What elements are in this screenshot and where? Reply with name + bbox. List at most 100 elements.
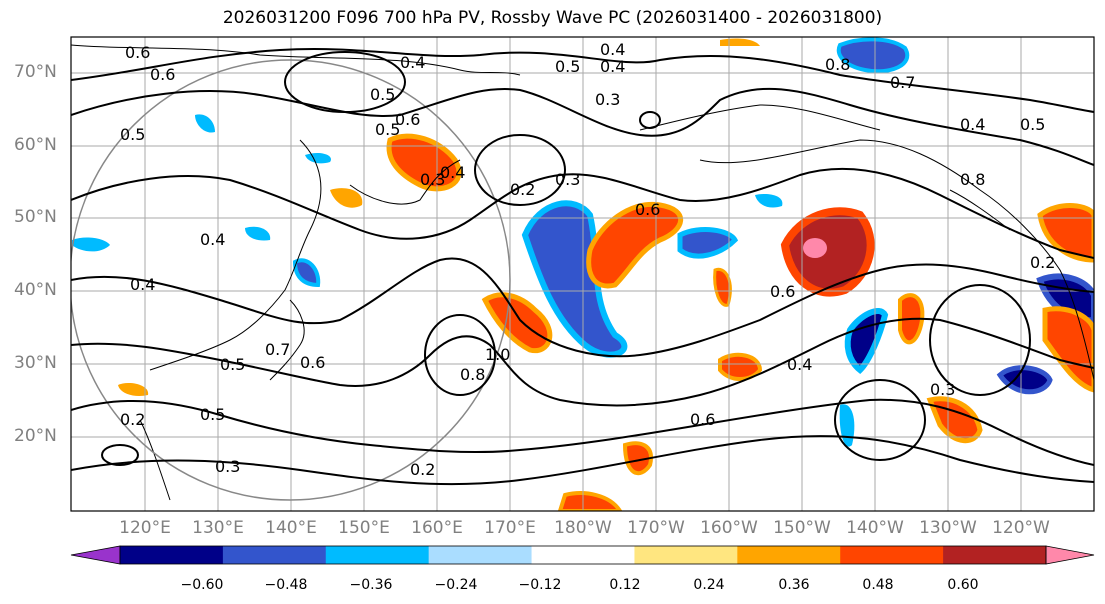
contour-label: 0.8 bbox=[460, 365, 485, 384]
colorbar-tick: −0.60 bbox=[180, 577, 224, 593]
colorbar-swatch bbox=[634, 546, 738, 564]
contour-label: 0.5 bbox=[200, 405, 225, 424]
shade-negative bbox=[245, 226, 271, 241]
contour-label: 0.5 bbox=[1020, 115, 1045, 134]
contour-label: 0.3 bbox=[420, 170, 445, 189]
shade-negative bbox=[836, 37, 910, 74]
lat-label: 20°N bbox=[14, 426, 57, 446]
colorbar-swatch bbox=[325, 546, 430, 564]
lon-label: 160°E bbox=[411, 518, 463, 538]
lat-label: 60°N bbox=[14, 135, 57, 155]
lat-label: 70°N bbox=[14, 62, 57, 82]
lon-label: 120°E bbox=[119, 518, 171, 538]
gridlines bbox=[71, 37, 1094, 511]
contour-label: 0.5 bbox=[375, 120, 400, 139]
contour-label: 0.4 bbox=[600, 57, 625, 76]
map-title: 2026031200 F096 700 hPa PV, Rossby Wave … bbox=[222, 8, 883, 28]
colorbar-tick: −0.24 bbox=[434, 577, 478, 593]
contour-label: 0.3 bbox=[555, 170, 580, 189]
contour-label: 1.0 bbox=[485, 345, 510, 364]
contour-label: 0.2 bbox=[410, 460, 435, 479]
shade-positive bbox=[481, 292, 553, 354]
colorbar-tick: 0.36 bbox=[778, 577, 810, 593]
colorbar bbox=[70, 545, 1095, 565]
shade-positive bbox=[780, 207, 875, 297]
shade-positive bbox=[1037, 203, 1094, 263]
lon-label: 140°E bbox=[265, 518, 317, 538]
shade-positive bbox=[557, 491, 623, 511]
contour-label: 0.3 bbox=[215, 457, 240, 476]
shading-layer bbox=[72, 37, 1094, 511]
contour-label: 0.6 bbox=[300, 353, 325, 372]
shade-negative bbox=[72, 237, 110, 252]
shade-negative bbox=[844, 308, 889, 375]
shade-negative bbox=[996, 365, 1053, 395]
shade-positive bbox=[118, 383, 149, 396]
shade-negative bbox=[521, 200, 628, 358]
contour-label: 0.8 bbox=[960, 170, 985, 189]
contour-label: 0.8 bbox=[825, 55, 850, 74]
lat-label: 30°N bbox=[14, 353, 57, 373]
colorbar-swatch bbox=[120, 546, 224, 564]
shade-positive bbox=[926, 396, 983, 444]
contour-label: 0.3 bbox=[595, 90, 620, 109]
colorbar-tick: −0.48 bbox=[264, 577, 308, 593]
contour-label: 0.6 bbox=[150, 65, 175, 84]
contour-label: 0.3 bbox=[930, 380, 955, 399]
contour-label: 0.6 bbox=[690, 410, 715, 429]
shade-positive bbox=[622, 441, 653, 476]
lon-label: 160°W bbox=[700, 518, 758, 538]
contour-label: 0.5 bbox=[220, 355, 245, 374]
shade-negative bbox=[305, 152, 331, 164]
colorbar-extend-low bbox=[70, 545, 121, 565]
coastlines bbox=[71, 44, 1094, 501]
colorbar-frame bbox=[119, 545, 1047, 565]
lon-label: 120°W bbox=[992, 518, 1050, 538]
contour-label: 0.6 bbox=[395, 110, 420, 129]
colorbar-tick: −0.36 bbox=[349, 577, 393, 593]
lon-label: 150°W bbox=[773, 518, 831, 538]
colorbar-tick: 0.48 bbox=[862, 577, 894, 593]
colorbar-tick: 0.24 bbox=[693, 577, 725, 593]
contour-label: 0.4 bbox=[960, 115, 985, 134]
map-frame bbox=[70, 36, 1095, 512]
colorbar-tick: 0.60 bbox=[947, 577, 979, 593]
shade-positive bbox=[718, 352, 763, 381]
shade-negative bbox=[755, 194, 783, 208]
contour-label: 0.5 bbox=[120, 125, 145, 144]
colorbar-swatch bbox=[943, 546, 1047, 564]
shade-positive bbox=[386, 133, 462, 192]
contour-label: 0.6 bbox=[770, 282, 795, 301]
colorbar-tick: 0.12 bbox=[609, 577, 641, 593]
shade-positive bbox=[720, 38, 760, 46]
contour-label: 0.4 bbox=[787, 355, 812, 374]
contour-label: 0.4 bbox=[400, 53, 425, 72]
lon-label: 170°E bbox=[484, 518, 536, 538]
pv-contours bbox=[71, 47, 1094, 486]
lon-label: 180°W bbox=[554, 518, 612, 538]
lon-label: 140°W bbox=[846, 518, 904, 538]
contour-label: 0.2 bbox=[1030, 253, 1055, 272]
contour-label: 0.4 bbox=[130, 275, 155, 294]
lat-label: 40°N bbox=[14, 280, 57, 300]
lon-label: 130°E bbox=[192, 518, 244, 538]
contour-label: 0.2 bbox=[510, 180, 535, 199]
contour-label-layer: 0.60.60.50.40.40.50.30.20.60.40.30.30.50… bbox=[120, 40, 1055, 479]
shade-positive bbox=[330, 188, 363, 208]
contour-label: 0.7 bbox=[265, 340, 290, 359]
reference-circle bbox=[71, 59, 511, 501]
contour-label: 0.7 bbox=[890, 73, 915, 92]
lat-label: 50°N bbox=[14, 207, 57, 227]
shade-positive bbox=[713, 267, 732, 307]
contour-label: 0.5 bbox=[370, 85, 395, 104]
colorbar-extend-high bbox=[1045, 545, 1095, 565]
colorbar-swatch bbox=[840, 546, 944, 564]
contour-label: 0.5 bbox=[555, 57, 580, 76]
lon-label: 130°W bbox=[919, 518, 977, 538]
contour-label: 0.4 bbox=[600, 40, 625, 59]
colorbar-swatch bbox=[531, 546, 635, 564]
contour-label: 0.6 bbox=[635, 200, 660, 219]
colorbar-tick: −0.12 bbox=[518, 577, 562, 593]
shade-positive-core bbox=[803, 238, 827, 258]
